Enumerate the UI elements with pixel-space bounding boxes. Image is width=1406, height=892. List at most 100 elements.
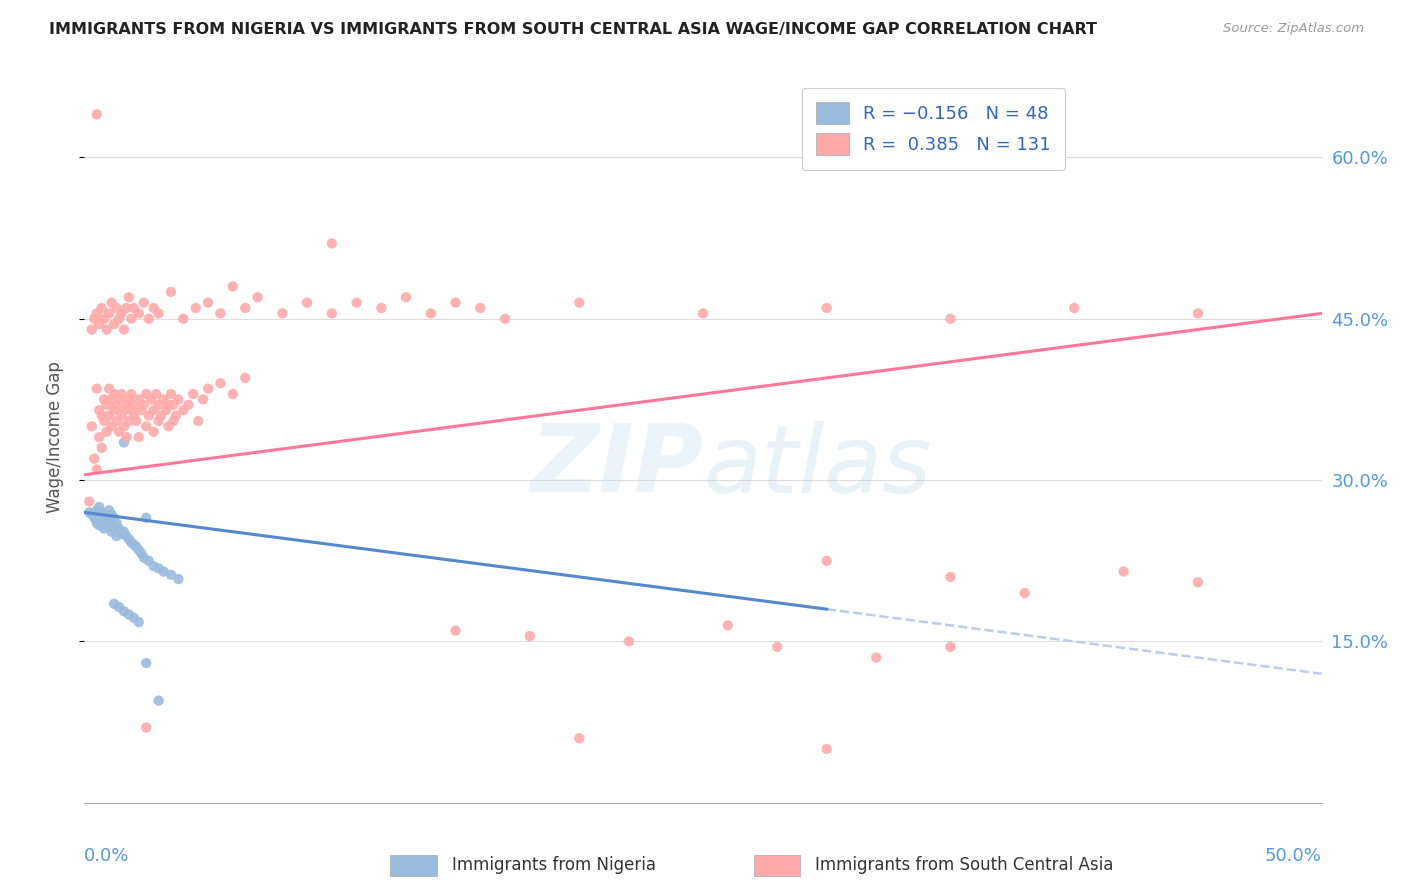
Point <box>246 290 269 304</box>
Point <box>766 640 789 654</box>
Point <box>86 382 108 396</box>
Point <box>370 301 392 315</box>
Point <box>395 290 418 304</box>
Point <box>89 518 111 533</box>
Point <box>98 306 121 320</box>
Point <box>346 295 368 310</box>
Point <box>105 529 128 543</box>
Point <box>815 554 838 568</box>
Point <box>86 462 108 476</box>
Point <box>110 527 132 541</box>
Point <box>142 403 165 417</box>
Point <box>419 306 441 320</box>
Point <box>112 435 135 450</box>
Point <box>157 398 180 412</box>
Point <box>222 279 245 293</box>
Point <box>86 107 108 121</box>
Point <box>108 600 131 615</box>
Point <box>162 414 184 428</box>
Point <box>118 290 141 304</box>
Point <box>209 376 232 391</box>
Point <box>79 494 101 508</box>
Point <box>1112 565 1135 579</box>
Point <box>90 409 112 423</box>
Point <box>152 392 174 407</box>
Point <box>108 392 131 407</box>
Point <box>83 311 105 326</box>
Point <box>118 392 141 407</box>
Point <box>160 285 183 299</box>
Point <box>157 419 180 434</box>
Point <box>222 387 245 401</box>
Point <box>93 311 115 326</box>
Point <box>197 295 219 310</box>
Point <box>1014 586 1036 600</box>
Point <box>148 414 170 428</box>
Point <box>105 301 128 315</box>
Point <box>103 521 125 535</box>
Point <box>617 634 640 648</box>
Point <box>122 611 145 625</box>
Point <box>80 322 103 336</box>
Point <box>187 414 209 428</box>
Point <box>138 409 160 423</box>
Point <box>142 301 165 315</box>
Point <box>160 567 183 582</box>
Point <box>89 317 111 331</box>
Point <box>103 317 125 331</box>
Point <box>152 565 174 579</box>
Point <box>112 524 135 539</box>
Point <box>108 425 131 439</box>
Point <box>110 409 132 423</box>
Point <box>142 425 165 439</box>
Point <box>118 607 141 622</box>
Point <box>105 398 128 412</box>
Point <box>93 521 115 535</box>
Point <box>160 387 183 401</box>
Text: Source: ZipAtlas.com: Source: ZipAtlas.com <box>1223 22 1364 36</box>
Point <box>138 554 160 568</box>
Point <box>148 693 170 707</box>
Point <box>568 295 591 310</box>
Point <box>128 615 150 629</box>
Point <box>142 559 165 574</box>
Point <box>692 306 714 320</box>
Point <box>125 540 148 554</box>
Point <box>470 301 492 315</box>
Point <box>197 382 219 396</box>
Text: ZIP: ZIP <box>530 420 703 512</box>
Point <box>128 392 150 407</box>
Point <box>103 597 125 611</box>
Point <box>100 295 122 310</box>
Point <box>191 392 214 407</box>
Point <box>128 543 150 558</box>
Point <box>132 295 155 310</box>
Point <box>120 387 142 401</box>
Point <box>115 430 138 444</box>
Point <box>112 419 135 434</box>
Point <box>122 538 145 552</box>
Point <box>444 624 467 638</box>
Point <box>80 508 103 522</box>
Point <box>181 387 204 401</box>
Point <box>103 403 125 417</box>
Point <box>100 419 122 434</box>
Point <box>717 618 740 632</box>
Point <box>295 295 318 310</box>
Point <box>103 387 125 401</box>
Point <box>115 301 138 315</box>
Point <box>148 306 170 320</box>
Point <box>98 503 121 517</box>
Point <box>125 414 148 428</box>
Point <box>128 430 150 444</box>
Point <box>145 387 167 401</box>
Point <box>184 301 207 315</box>
Point <box>128 306 150 320</box>
Point <box>96 322 118 336</box>
Point <box>1187 306 1209 320</box>
Point <box>167 392 190 407</box>
Point <box>165 409 187 423</box>
Point <box>79 505 101 519</box>
Point <box>135 721 157 735</box>
Point <box>112 322 135 336</box>
